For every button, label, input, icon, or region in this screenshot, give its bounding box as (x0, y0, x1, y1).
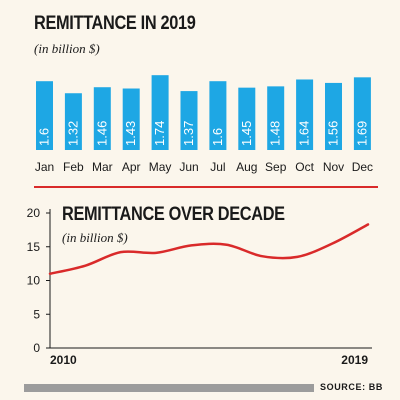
bar-value-label: 1.37 (181, 121, 196, 146)
bar (93, 87, 111, 150)
bar-value-label: 1.64 (297, 121, 312, 146)
bar-value-label: 1.74 (152, 121, 167, 146)
bar-chart-subtitle: (in billion $) (34, 41, 100, 56)
bar-value-label: 1.46 (94, 121, 109, 146)
x-tick-label: Jun (179, 160, 198, 174)
y-tick-label: 10 (27, 274, 41, 288)
bar-value-label: 1.48 (268, 121, 283, 146)
x-tick-label: May (149, 160, 172, 174)
x-tick-label: Feb (63, 160, 84, 174)
y-tick-label: 20 (27, 206, 41, 220)
bar (36, 81, 53, 150)
bar (209, 81, 227, 150)
bar (64, 93, 82, 150)
bar-value-label: 1.45 (239, 121, 254, 146)
x-tick-label: Apr (122, 160, 141, 174)
x-tick-label: Oct (295, 160, 314, 174)
x-tick-label: 2019 (341, 353, 368, 367)
footer-rule (24, 384, 314, 392)
bar (267, 86, 285, 150)
bar-value-label: 1.6 (210, 128, 225, 146)
series-line (48, 223, 370, 275)
y-tick-label: 5 (33, 307, 40, 321)
bar (151, 75, 169, 150)
y-tick-label: 0 (33, 341, 40, 355)
bar (238, 87, 256, 150)
bar (180, 91, 198, 150)
bar-value-label: 1.6 (37, 128, 52, 146)
x-tick-label: Nov (323, 160, 344, 174)
bar (122, 88, 140, 150)
bar-value-label: 1.56 (326, 121, 341, 146)
x-tick-label: Dec (352, 160, 373, 174)
source-label: SOURCE: BB (320, 382, 384, 392)
bar-value-label: 1.69 (354, 121, 369, 146)
x-tick-label: Mar (92, 160, 113, 174)
line-chart-title: REMITTANCE OVER DECADE (62, 204, 285, 225)
bar (353, 77, 371, 150)
section-divider (34, 186, 378, 188)
x-tick-label: Sep (265, 160, 287, 174)
bar (325, 82, 342, 150)
x-tick-label: 2010 (50, 353, 77, 367)
bar (296, 79, 314, 150)
y-tick-label: 15 (27, 240, 41, 254)
bar-value-label: 1.32 (65, 121, 80, 146)
line-chart-subtitle: (in billion $) (62, 230, 128, 245)
bar-chart-title: REMITTANCE IN 2019 (34, 13, 196, 34)
x-tick-label: Jul (210, 160, 225, 174)
bar-value-label: 1.43 (123, 121, 138, 146)
x-tick-label: Aug (236, 160, 257, 174)
x-tick-label: Jan (35, 160, 54, 174)
